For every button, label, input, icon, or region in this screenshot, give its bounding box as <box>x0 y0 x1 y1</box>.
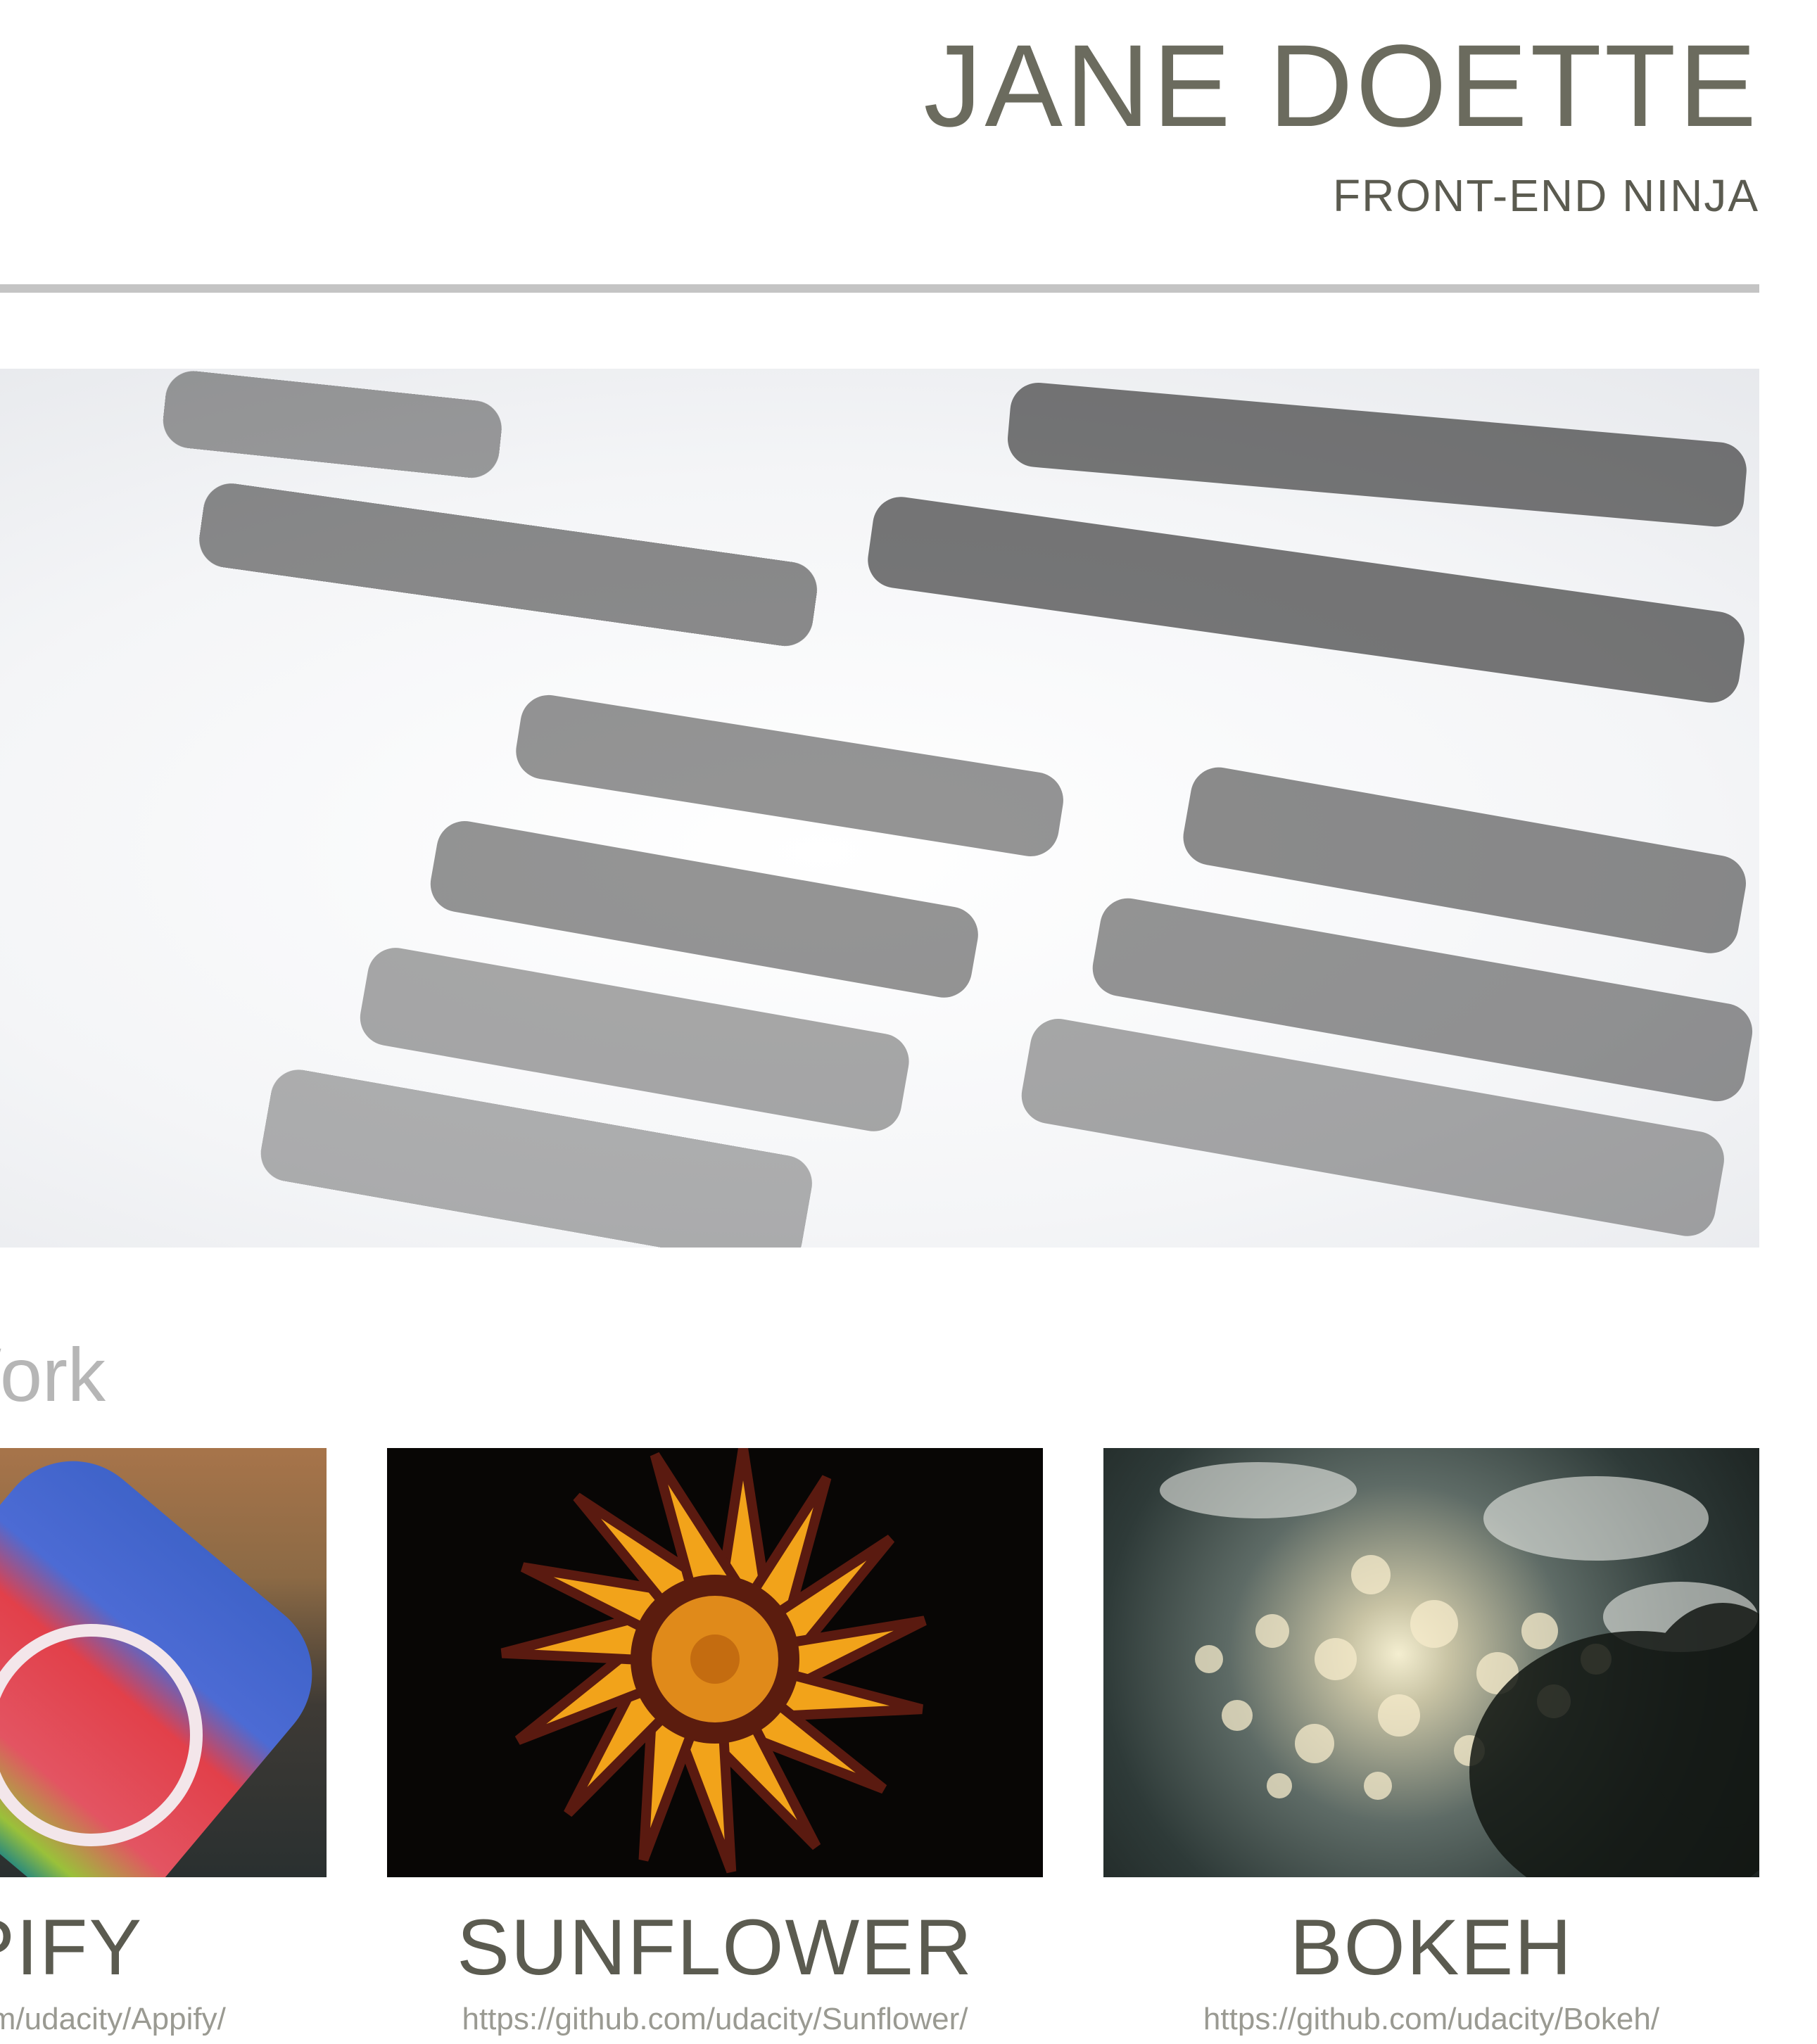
project-title: SUNFLOWER <box>457 1903 973 1991</box>
hero-graphic <box>163 371 1753 1248</box>
project-image <box>0 1448 327 1877</box>
project-title: APPIFY <box>0 1903 144 1991</box>
project-card[interactable]: SUNFLOWER https://github.com/udacity/Sun… <box>387 1448 1043 2035</box>
bokeh-graphic <box>1160 1462 1759 1877</box>
site-name: JANE DOETTE <box>923 21 1759 151</box>
content: JANE DOETTE FRONT-END NINJA Featured Wor… <box>0 21 1759 2035</box>
section-heading: Featured Work <box>0 1332 106 1417</box>
project-url[interactable]: https://github.com/udacity/Appify/ <box>0 2002 226 2036</box>
project-card[interactable]: APPIFY https://github.com/udacity/Appify… <box>0 1448 327 2035</box>
project-url[interactable]: https://github.com/udacity/Bokeh/ <box>1203 2002 1660 2036</box>
project-url[interactable]: https://github.com/udacity/Sunflower/ <box>462 2002 968 2036</box>
sunflower-graphic <box>500 1448 927 1874</box>
site-subtitle: FRONT-END NINJA <box>1333 170 1759 221</box>
hero-image <box>0 369 1759 1248</box>
project-card[interactable]: BOKEH https://github.com/udacity/Bokeh/ <box>1103 1448 1759 2035</box>
project-title: BOKEH <box>1289 1903 1574 1991</box>
project-image <box>387 1448 1043 1877</box>
project-image <box>1103 1448 1759 1877</box>
divider <box>0 284 1759 293</box>
